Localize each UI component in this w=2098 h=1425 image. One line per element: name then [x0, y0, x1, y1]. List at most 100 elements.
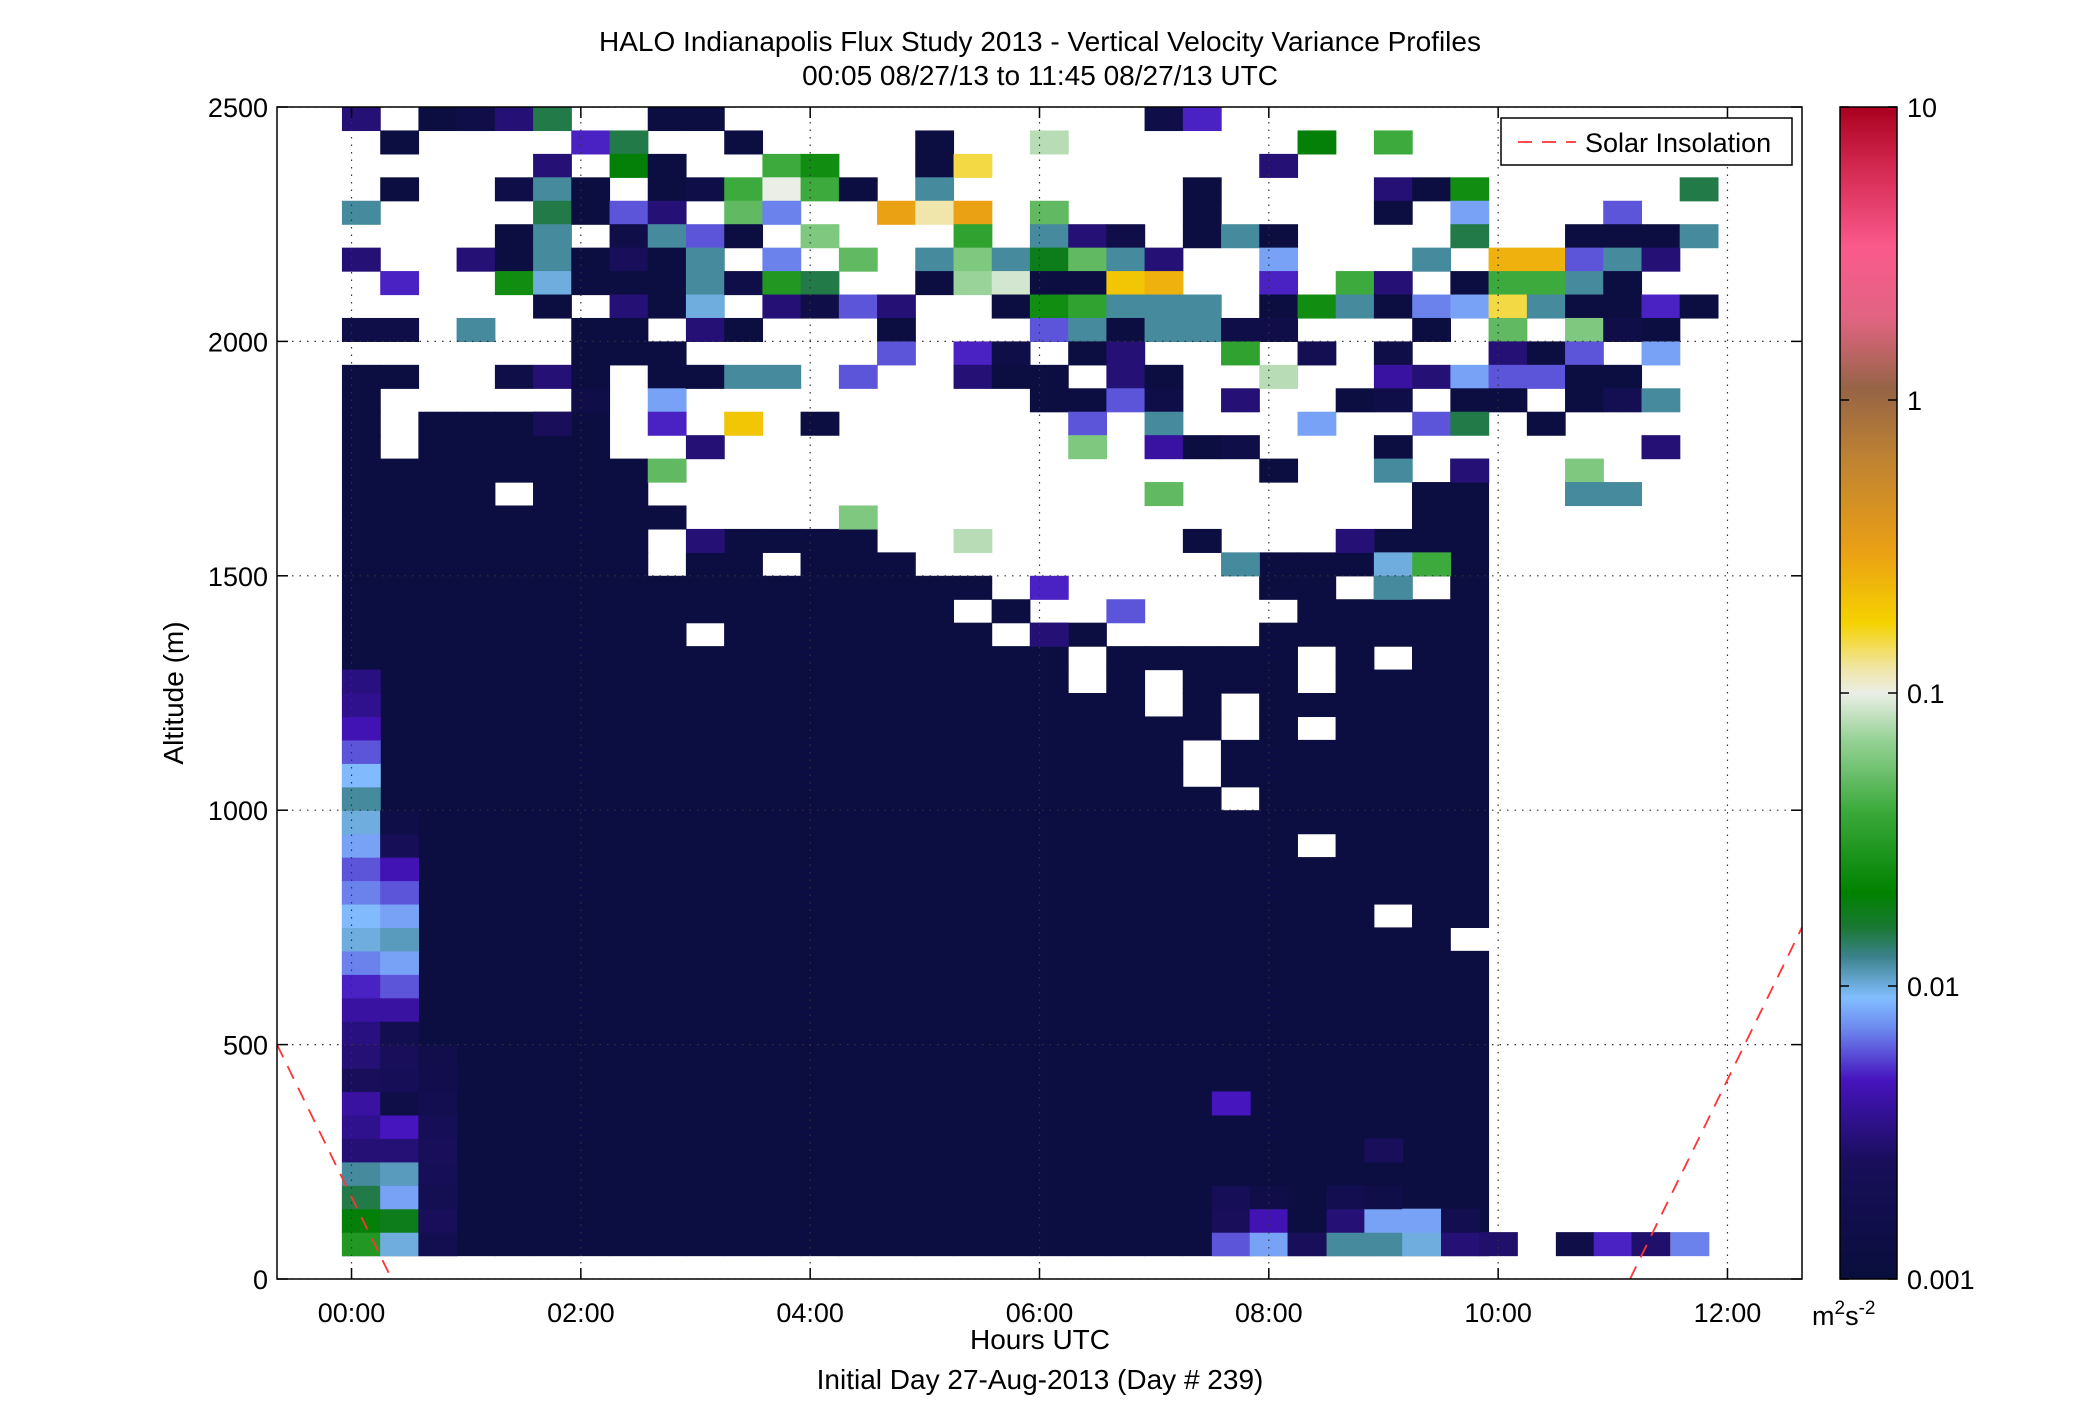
- heatmap-cell: [1373, 669, 1413, 694]
- solar-insolation-line: [1629, 927, 1802, 1279]
- heatmap-cell: [1144, 1114, 1184, 1139]
- heatmap-cell-surface: [1364, 1232, 1404, 1257]
- heatmap-cell: [953, 786, 993, 811]
- heatmap-cell: [1450, 739, 1490, 764]
- heatmap-cell: [800, 1091, 840, 1116]
- heatmap-cell: [647, 1161, 687, 1186]
- heatmap-cell: [571, 927, 611, 952]
- heatmap-cell: [876, 880, 916, 905]
- heatmap-cell: [1450, 599, 1490, 624]
- heatmap-cell-upper: [1144, 411, 1184, 436]
- heatmap-cell-upper: [456, 107, 496, 132]
- heatmap-cell-upper: [1144, 435, 1184, 460]
- heatmap-cell: [609, 552, 649, 577]
- heatmap-cell: [1297, 1138, 1337, 1163]
- heatmap-cell-upper: [1144, 294, 1184, 319]
- heatmap-cell: [456, 1185, 496, 1210]
- heatmap-cell: [609, 1138, 649, 1163]
- heatmap-cell-upper: [1182, 294, 1222, 319]
- heatmap-cell-upper: [1679, 177, 1719, 202]
- heatmap-cell: [838, 716, 878, 741]
- heatmap-cell-upper: [1373, 388, 1413, 413]
- heatmap-cell-upper: [494, 364, 534, 389]
- heatmap-cell: [1029, 669, 1069, 694]
- heatmap-cell: [1144, 1161, 1184, 1186]
- heatmap-cell-upper: [685, 177, 725, 202]
- heatmap-cell-upper: [1488, 294, 1528, 319]
- heatmap-cell: [1182, 833, 1222, 858]
- heatmap-cell: [418, 763, 458, 788]
- heatmap-cell: [494, 997, 534, 1022]
- heatmap-cell: [1259, 693, 1298, 718]
- heatmap-cell: [915, 974, 955, 999]
- heatmap-cell: [609, 927, 649, 952]
- heatmap-cell-upper: [1106, 224, 1146, 249]
- heatmap-cell-upper: [1603, 482, 1643, 507]
- heatmap-cell-surface: [418, 1114, 458, 1139]
- heatmap-cell-upper: [1412, 552, 1452, 577]
- heatmap-cell: [609, 1068, 649, 1093]
- heatmap-cell: [533, 927, 572, 952]
- heatmap-cell: [685, 786, 725, 811]
- heatmap-cell-upper: [1450, 200, 1490, 225]
- heatmap-cell: [418, 833, 458, 858]
- heatmap-cell: [494, 1208, 534, 1233]
- heatmap-cell: [838, 810, 878, 835]
- heatmap-cell-upper: [953, 224, 993, 249]
- heatmap-cell: [1182, 716, 1222, 741]
- heatmap-cell: [1450, 482, 1490, 507]
- heatmap-cell: [724, 1044, 763, 1069]
- heatmap-cell: [800, 1044, 840, 1069]
- heatmap-cell: [1029, 646, 1069, 671]
- heatmap-cell: [1259, 739, 1298, 764]
- heatmap-cell: [494, 1114, 534, 1139]
- heatmap-cell-upper: [1221, 224, 1260, 249]
- heatmap-cell: [1450, 1114, 1490, 1139]
- heatmap-cell: [456, 622, 496, 647]
- heatmap-cell: [494, 950, 534, 975]
- heatmap-cell: [533, 1068, 572, 1093]
- heatmap-cell: [1106, 1161, 1146, 1186]
- heatmap-cell: [1144, 739, 1184, 764]
- heatmap-cell: [1412, 669, 1451, 694]
- heatmap-cell: [991, 927, 1031, 952]
- heatmap-cell: [1144, 1208, 1184, 1233]
- heatmap-cell: [494, 974, 534, 999]
- heatmap-cell: [724, 646, 763, 671]
- heatmap-cell: [1450, 622, 1490, 647]
- heatmap-cell: [647, 739, 687, 764]
- heatmap-cell: [991, 1161, 1031, 1186]
- heatmap-cell-upper: [533, 247, 572, 272]
- heatmap-cell: [1335, 974, 1375, 999]
- heatmap-cell-upper: [1106, 271, 1146, 296]
- heatmap-cell: [1068, 622, 1107, 647]
- heatmap-cell: [380, 693, 419, 718]
- heatmap-cell: [456, 763, 496, 788]
- heatmap-cell: [1182, 974, 1222, 999]
- heatmap-cell: [494, 786, 534, 811]
- heatmap-cell: [1373, 622, 1413, 647]
- heatmap-cell-upper: [1029, 622, 1069, 647]
- heatmap-cell: [953, 997, 993, 1022]
- heatmap-cell: [838, 552, 878, 577]
- heatmap-cell: [647, 1114, 687, 1139]
- solar-insolation-line: [277, 1044, 393, 1279]
- heatmap-cell: [1373, 1114, 1413, 1139]
- heatmap-cell: [1335, 552, 1375, 577]
- heatmap-cell-upper: [685, 247, 725, 272]
- heatmap-cell: [609, 903, 649, 928]
- colorbar-gradient: [1840, 107, 1897, 1279]
- heatmap-cell-upper: [685, 294, 725, 319]
- heatmap-cell: [647, 575, 687, 600]
- heatmap-cell-upper: [571, 200, 611, 225]
- heatmap-cell: [380, 528, 419, 553]
- heatmap-cell-upper: [647, 294, 687, 319]
- heatmap-cell: [533, 739, 572, 764]
- heatmap-cell-surface: [1326, 1208, 1366, 1233]
- heatmap-cell: [1068, 810, 1107, 835]
- heatmap-cell: [1297, 622, 1337, 647]
- heatmap-cell: [1106, 880, 1146, 905]
- x-tick-label: 00:00: [318, 1298, 386, 1328]
- heatmap-cell-upper: [685, 271, 725, 296]
- heatmap-cell: [533, 950, 572, 975]
